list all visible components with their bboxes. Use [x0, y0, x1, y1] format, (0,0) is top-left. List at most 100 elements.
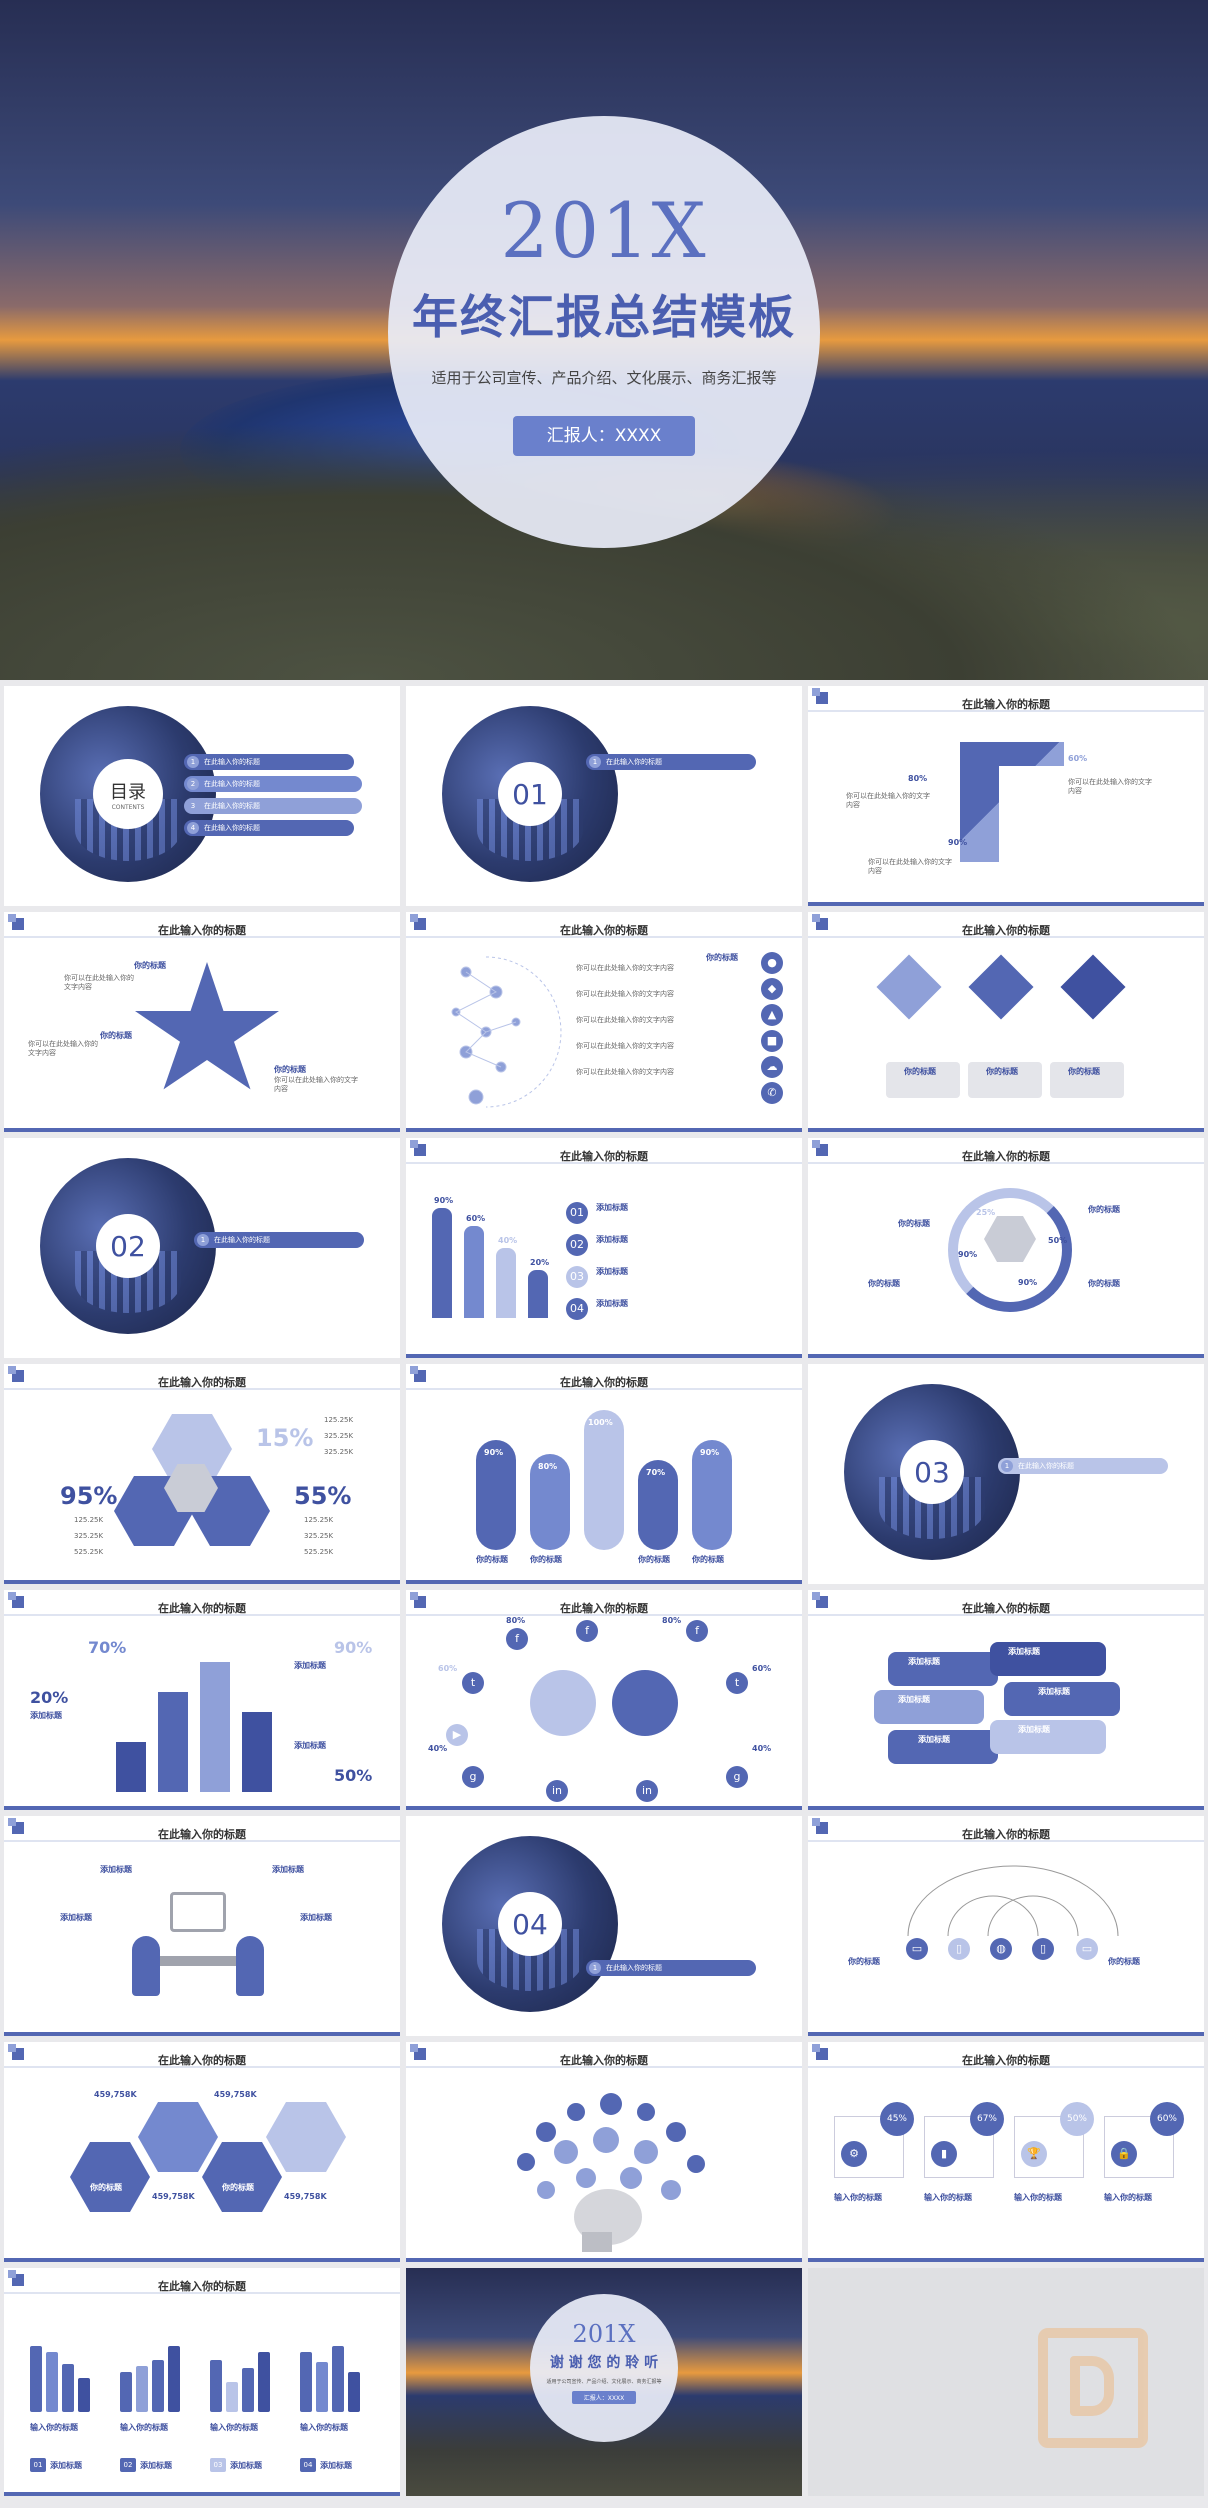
table — [140, 1956, 256, 1966]
facebook-icon: f — [686, 1620, 708, 1642]
thanks-subtitle: 适用于公司宣传、产品介绍、文化展示、商务汇报等 — [546, 2379, 662, 2385]
title-square-icon — [410, 1366, 426, 1382]
devices-slide[interactable]: 在此输入你的标题 ▭ ▯ ◍ ▯ ▭ 你的标题 你的标题 — [808, 1816, 1204, 2036]
section-number: 02 — [96, 1214, 160, 1278]
diamond-slide[interactable]: 在此输入你的标题 你的标题 你的标题 你的标题 — [808, 912, 1204, 1132]
cube-slide[interactable]: 在此输入你的标题 80% 60% 90% 你可以在此处输入你的文字内容 你可以在… — [808, 686, 1204, 906]
progress-icons-slide[interactable]: 在此输入你的标题 ⚙ ▮ 🏆 🔒 45% 67% 50% 60% 输入你的标题 … — [808, 2042, 1204, 2262]
avatar-female — [530, 1670, 596, 1736]
battery-icon: ▮ — [931, 2141, 957, 2167]
hexagon-cycle-slide[interactable]: 在此输入你的标题 25% 50% 90% 90% 你的标题 你的标题 你的标题 … — [808, 1138, 1204, 1358]
contents-item-3[interactable]: 3 在此输入你的标题 — [184, 798, 362, 814]
facebook-icon: f — [506, 1628, 528, 1650]
slide-title: 在此输入你的标题 — [158, 2280, 246, 2293]
monitor-icon: ▭ — [1076, 1938, 1098, 1960]
cylinder-bars — [432, 1198, 562, 1318]
contents-sub: CONTENTS — [111, 803, 145, 811]
contents-item-4[interactable]: 4 在此输入你的标题 — [184, 820, 354, 836]
section-04-slide[interactable]: 04 1 在此输入你的标题 — [406, 1816, 802, 2036]
title-square-icon — [8, 1366, 24, 1382]
slide-title: 在此输入你的标题 — [962, 2054, 1050, 2067]
section-item[interactable]: 1 在此输入你的标题 — [998, 1458, 1168, 1474]
city-disc: 02 — [40, 1158, 216, 1334]
thanks-title: 谢 谢 您 的 聆 听 — [549, 2355, 659, 2371]
title-square-icon — [812, 1592, 828, 1608]
person-left — [132, 1936, 160, 1996]
title-square-icon — [410, 2044, 426, 2060]
bar-youtube — [584, 1410, 624, 1550]
title-square-icon — [812, 1818, 828, 1834]
section-item[interactable]: 1 在此输入你的标题 — [586, 754, 756, 770]
cylinder-chart-slide[interactable]: 在此输入你的标题 90% 60% 40% 20% 01 02 03 04 添加标… — [406, 1138, 802, 1358]
progress-67: 67% — [970, 2102, 1004, 2136]
city-disc: 04 — [442, 1836, 618, 2012]
avatar-male — [612, 1670, 678, 1736]
hex-social-slide[interactable]: 在此输入你的标题 459,758K 459,758K 459,758K 459,… — [4, 2042, 400, 2262]
share-icon: ◆ — [761, 978, 783, 1000]
icon-cloud — [517, 2093, 705, 2252]
slide-title: 在此输入你的标题 — [158, 1828, 246, 1841]
linkedin-icon: in — [636, 1780, 658, 1802]
title-square-icon — [8, 1818, 24, 1834]
star-slide[interactable]: 在此输入你的标题 你的标题 你的标题 你的标题 你可以在此处输入你的文字内容 你… — [4, 912, 400, 1132]
connection-arcs — [907, 1865, 1119, 1936]
avatars-slide[interactable]: 在此输入你的标题 f f f t t ▶ g g in in 80% 80% 6… — [406, 1590, 802, 1810]
grouped-bars-slide[interactable]: 在此输入你的标题 输入你的标题 输入你的标题 输入你的标题 — [4, 2268, 400, 2496]
social-bars-slide[interactable]: 在此输入你的标题 90% 80% 100% 70% 90% 你的标题 你的标题 … — [406, 1364, 802, 1584]
speech-bubbles-slide[interactable]: 在此输入你的标题 添加标题 添加标题 添加标题 添加标题 添加标题 添加标题 — [808, 1590, 1204, 1810]
bar-twitter — [530, 1454, 570, 1550]
bar3d-chart — [116, 1640, 286, 1792]
bar-group-3 — [210, 2342, 282, 2412]
section-01-slide[interactable]: 01 1 在此输入你的标题 — [406, 686, 802, 906]
slide-title: 在此输入你的标题 — [962, 1828, 1050, 1841]
brain-slide[interactable]: 在此输入你的标题 — [406, 2042, 802, 2262]
diamond-1 — [876, 954, 942, 1020]
title-square-icon — [410, 914, 426, 930]
thanks-year: 201X — [572, 2320, 636, 2348]
bubble-monitor — [990, 1642, 1106, 1676]
bar3d-slide[interactable]: 在此输入你的标题 70% 90% 20% 50% 添加标题 添加标题 添加标题 — [4, 1590, 400, 1810]
bubble-cart — [888, 1652, 998, 1686]
slide-title: 在此输入你的标题 — [158, 1602, 246, 1615]
twitter-icon: t — [726, 1672, 748, 1694]
social-hexagon-slide[interactable]: 在此输入你的标题 95% 55% 15% 125.25K 325.25K 325… — [4, 1364, 400, 1584]
meeting-slide[interactable]: 在此输入你的标题 添加标题 添加标题 添加标题 添加标题 — [4, 1816, 400, 2036]
presentation-board-icon — [170, 1892, 226, 1932]
slide-title: 在此输入你的标题 — [962, 1602, 1050, 1615]
slide-title: 在此输入你的标题 — [962, 698, 1050, 711]
network-graphic — [451, 956, 562, 1108]
lock-card: 🔒 — [1104, 2116, 1174, 2178]
slide-title: 在此输入你的标题 — [560, 1150, 648, 1163]
section-02-slide[interactable]: 02 1 在此输入你的标题 — [4, 1138, 400, 1358]
network-slide[interactable]: 在此输入你的标题 ● ◆ ▲ ■ ☁ ✆ 你的标题 你可以在此处输入你的文字内容… — [406, 912, 802, 1132]
bar-group-4 — [300, 2342, 372, 2412]
thanks-reporter[interactable]: 汇报人：XXXX — [571, 2391, 637, 2404]
contents-item-2[interactable]: 2 在此输入你的标题 — [184, 776, 362, 792]
youtube-icon: ▶ — [446, 1724, 468, 1746]
contents-item-1[interactable]: 1 在此输入你的标题 — [184, 754, 354, 770]
title-square-icon — [812, 1140, 828, 1156]
title-square-icon — [812, 2044, 828, 2060]
bar-facebook — [476, 1440, 516, 1550]
section-number: 01 — [498, 762, 562, 826]
contents-label: 目录 — [110, 781, 146, 803]
progress-60: 60% — [1150, 2102, 1184, 2136]
trophy-card: 🏆 — [1014, 2116, 1084, 2178]
phone-icon: ▯ — [1032, 1938, 1054, 1960]
contents-slide[interactable]: 目录 CONTENTS 1 在此输入你的标题 2 在此输入你的标题 3 在此输入你的标… — [4, 686, 400, 906]
section-03-slide[interactable]: 03 1 在此输入你的标题 — [808, 1364, 1204, 1584]
user-icon: ● — [761, 952, 783, 974]
lock-icon: 🔒 — [1111, 2141, 1137, 2167]
reporter-button[interactable]: 汇报人：XXXX — [513, 416, 695, 456]
bar-group-1 — [30, 2342, 102, 2412]
gear-icon: ⚙ — [841, 2141, 867, 2167]
title-square-icon — [8, 914, 24, 930]
hex-twitter — [138, 2102, 218, 2172]
cover-slide[interactable]: 201X 年终汇报总结模板 适用于公司宣传、产品介绍、文化展示、商务汇报等 汇报… — [0, 0, 1208, 680]
title-square-icon — [812, 914, 828, 930]
section-item[interactable]: 1 在此输入你的标题 — [586, 1960, 756, 1976]
linkedin-icon: in — [546, 1780, 568, 1802]
section-item[interactable]: 1 在此输入你的标题 — [194, 1232, 364, 1248]
thanks-slide[interactable]: 201X 谢 谢 您 的 聆 听 适用于公司宣传、产品介绍、文化展示、商务汇报等… — [406, 2268, 802, 2496]
